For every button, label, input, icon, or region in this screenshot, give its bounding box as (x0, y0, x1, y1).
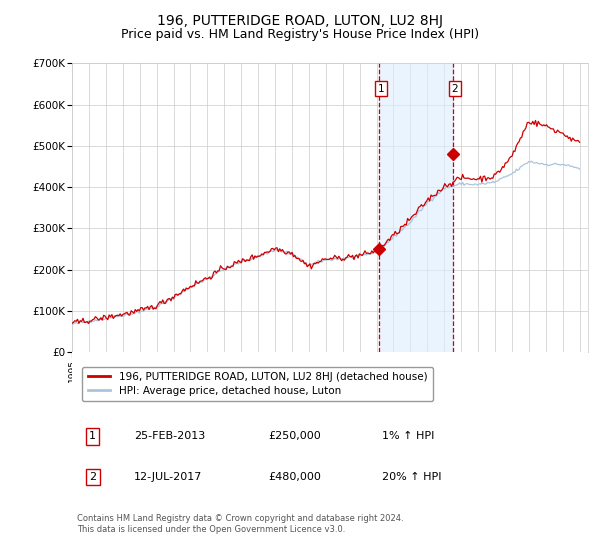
Text: 1: 1 (89, 431, 96, 441)
Text: 1: 1 (377, 84, 384, 94)
Text: 1% ↑ HPI: 1% ↑ HPI (382, 431, 434, 441)
Legend: 196, PUTTERIDGE ROAD, LUTON, LU2 8HJ (detached house), HPI: Average price, detac: 196, PUTTERIDGE ROAD, LUTON, LU2 8HJ (de… (82, 367, 433, 402)
Text: £250,000: £250,000 (268, 431, 321, 441)
Text: 2: 2 (452, 84, 458, 94)
Text: 25-FEB-2013: 25-FEB-2013 (134, 431, 205, 441)
Text: 196, PUTTERIDGE ROAD, LUTON, LU2 8HJ: 196, PUTTERIDGE ROAD, LUTON, LU2 8HJ (157, 14, 443, 28)
Text: 20% ↑ HPI: 20% ↑ HPI (382, 472, 441, 482)
Text: Price paid vs. HM Land Registry's House Price Index (HPI): Price paid vs. HM Land Registry's House … (121, 28, 479, 41)
Text: Contains HM Land Registry data © Crown copyright and database right 2024.
This d: Contains HM Land Registry data © Crown c… (77, 515, 404, 534)
Bar (379, 63, 453, 352)
Text: 2: 2 (89, 472, 96, 482)
Text: 12-JUL-2017: 12-JUL-2017 (134, 472, 202, 482)
Text: £480,000: £480,000 (268, 472, 321, 482)
